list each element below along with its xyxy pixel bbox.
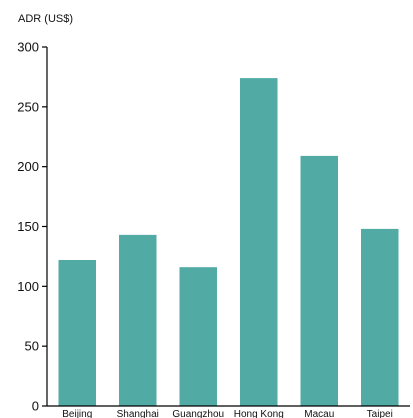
bar-guangzhou xyxy=(179,267,218,406)
y-tick-label: 0 xyxy=(32,399,39,414)
bar-taipei xyxy=(360,228,399,406)
x-tick-label: Hong Kong xyxy=(234,409,284,418)
bars-group xyxy=(58,78,399,406)
x-tick-label: Shanghai xyxy=(117,409,159,418)
y-tick-label: 300 xyxy=(17,40,39,55)
x-tick-label: Macau xyxy=(304,409,334,418)
y-axis-label: ADR (US$) xyxy=(18,13,73,25)
y-tick-label: 50 xyxy=(25,339,39,354)
bar-macau xyxy=(300,155,339,406)
y-tick-label: 250 xyxy=(17,99,39,114)
y-axis: 0 50 100 150 200 250 300 xyxy=(17,40,48,414)
y-tick-label: 150 xyxy=(17,219,39,234)
bar-beijing xyxy=(58,260,97,406)
bar-shanghai xyxy=(118,234,157,406)
x-tick-label: Beijing xyxy=(62,409,92,418)
x-tick-label: Guangzhou xyxy=(172,409,224,418)
y-tick-label: 100 xyxy=(17,279,39,294)
x-axis: Beijing Shanghai Guangzhou Hong Kong Macau Ta… xyxy=(47,405,410,418)
x-tick-label: Taipei xyxy=(367,409,393,418)
bar-hong-kong xyxy=(239,78,278,406)
y-tick-label: 200 xyxy=(17,159,39,174)
